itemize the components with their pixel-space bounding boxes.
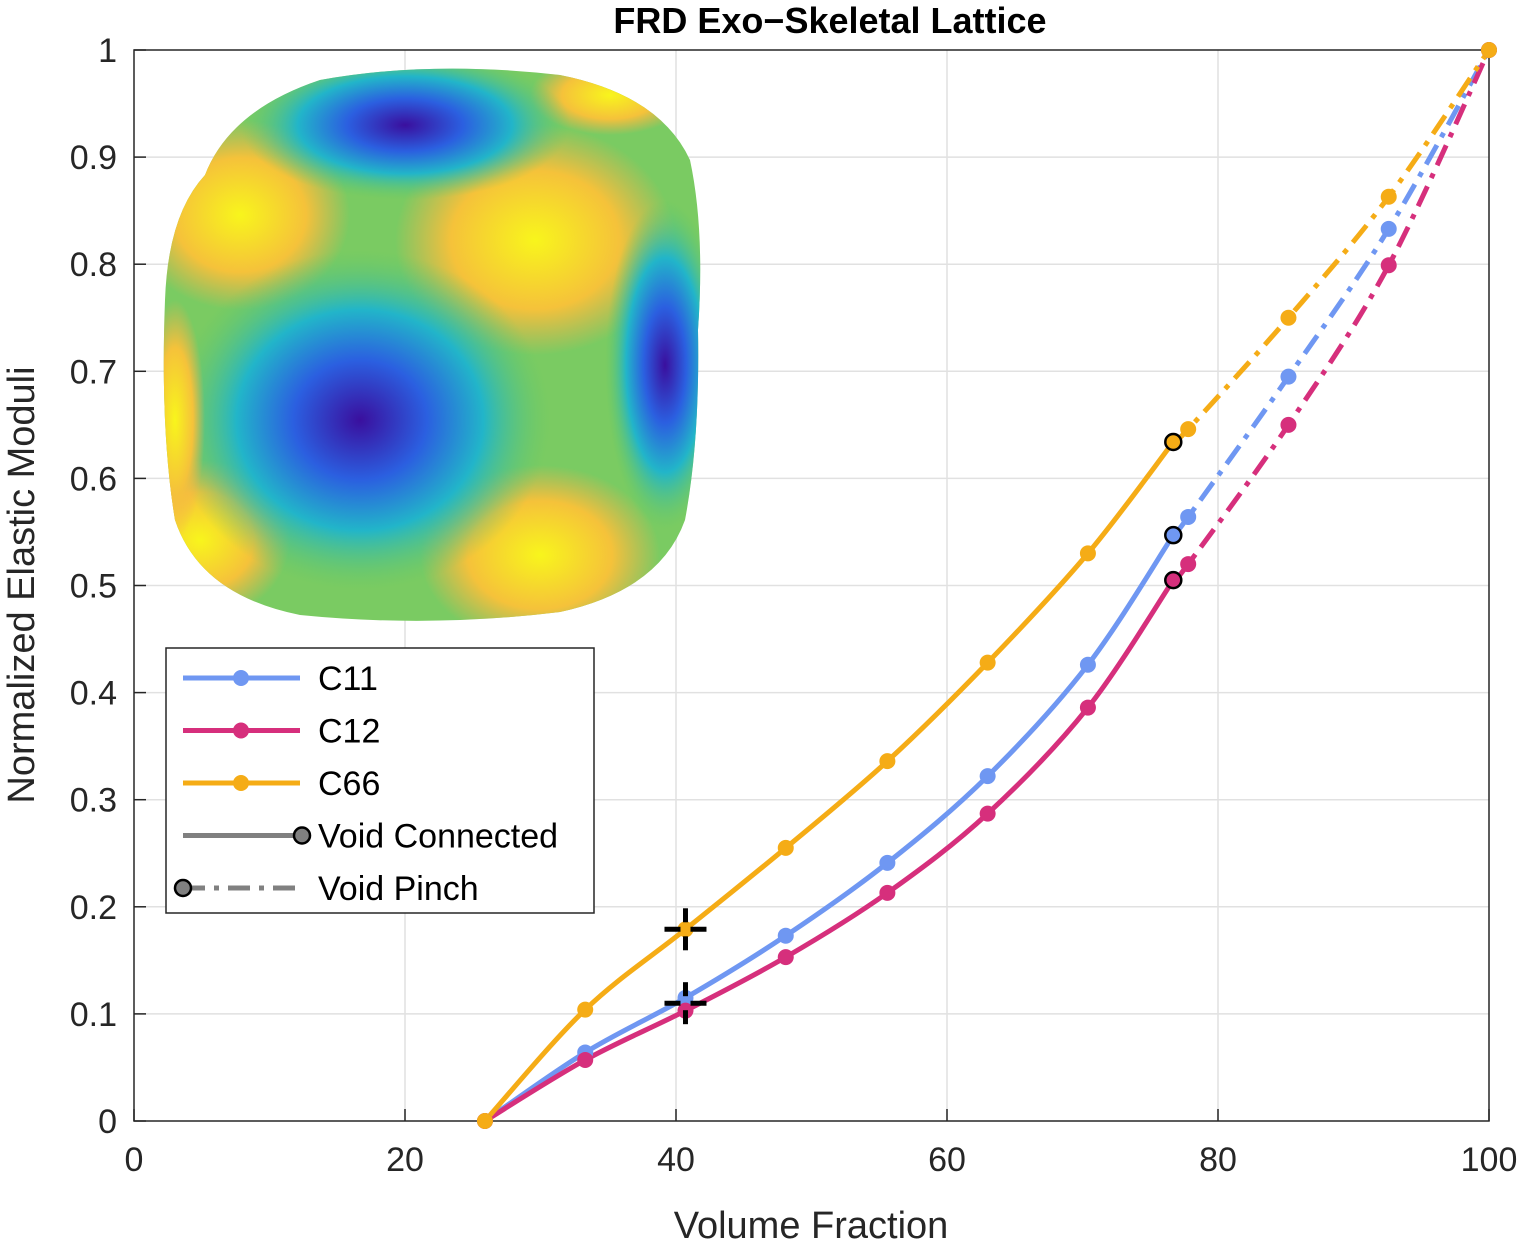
y-tick-label: 0.8 (70, 246, 117, 284)
data-point-c11 (1079, 656, 1096, 673)
legend-item-c66: C66 (183, 765, 380, 803)
data-point-c11 (879, 854, 896, 871)
data-point-c66 (1380, 188, 1397, 205)
legend-item-void-connected: Void Connected (183, 818, 558, 856)
data-point-c66 (777, 839, 794, 856)
legend-label: C66 (318, 765, 380, 803)
data-point-c66 (1481, 42, 1497, 58)
data-point-c12 (577, 1051, 594, 1068)
data-point-c11 (1280, 368, 1297, 385)
y-tick-label: 0.3 (70, 782, 117, 820)
x-tick-label: 60 (928, 1141, 966, 1179)
legend-item-void-pinch: Void Pinch (173, 870, 479, 908)
data-point-c12 (979, 805, 996, 822)
chart-title: FRD Exo−Skeletal Lattice (613, 0, 1046, 41)
x-tick-label: 80 (1199, 1141, 1237, 1179)
data-point-c66 (476, 1113, 493, 1129)
y-tick-label: 0.9 (70, 139, 117, 177)
x-tick-label: 0 (125, 1141, 144, 1179)
data-point-c12 (777, 949, 794, 966)
data-point-c66 (1079, 545, 1096, 562)
y-tick-label: 0 (98, 1103, 117, 1141)
data-point-c66 (979, 654, 996, 671)
data-point-c66 (1280, 309, 1297, 326)
data-point-c12 (1079, 699, 1096, 716)
data-point-c11 (1180, 508, 1197, 525)
data-point-c12 (1380, 257, 1397, 274)
series-line-c12-pinch (1171, 48, 1492, 584)
pinch-marker-c12 (1164, 570, 1183, 590)
data-point-c12 (879, 884, 896, 901)
legend-item-c12: C12 (183, 713, 380, 751)
y-tick-label: 0.6 (70, 460, 117, 498)
y-tick-label: 0.1 (70, 996, 117, 1034)
x-tick-label: 100 (1461, 1141, 1518, 1179)
pinch-marker-c11 (1164, 525, 1183, 545)
y-tick-label: 1 (98, 32, 117, 70)
legend-label: C12 (318, 713, 380, 751)
data-point-c11 (979, 768, 996, 785)
cross-marker (664, 982, 707, 1025)
legend-label: Void Pinch (318, 870, 479, 908)
data-point-c66 (677, 921, 694, 938)
lattice-surface-inset (163, 68, 701, 621)
legend-label: C11 (318, 660, 378, 698)
x-axis-title: Volume Fraction (674, 1205, 949, 1244)
legend-item-c11: C11 (183, 660, 378, 698)
legend-label: Void Connected (318, 818, 558, 856)
data-point-c11 (677, 989, 694, 1006)
y-axis-title: Normalized Elastic Moduli (1, 366, 43, 803)
y-tick-label: 0.2 (70, 889, 117, 927)
marker-layer (476, 42, 1497, 1129)
series-line-c11-pinch (1171, 48, 1492, 538)
data-point-c12 (1280, 416, 1297, 433)
legend: C11 C12 C66 Void Connected Void Pinch (165, 647, 595, 914)
y-tick-label: 0.4 (70, 675, 117, 713)
data-point-c66 (1180, 421, 1197, 438)
cross-marker (664, 908, 707, 951)
data-point-c11 (777, 927, 794, 944)
y-tick-label: 0.5 (70, 568, 117, 606)
y-tick-label: 0.7 (70, 353, 117, 391)
x-tick-label: 40 (657, 1141, 695, 1179)
data-point-c12 (1180, 556, 1197, 573)
axis-ticks: 0 20 40 60 80 100 0 0.1 0.2 0.3 0.4 0.5 0.6 0.7 0.8 0.9… (70, 32, 1518, 1179)
data-point-c66 (879, 753, 896, 770)
data-point-c11 (1380, 220, 1397, 237)
data-point-c66 (577, 1001, 594, 1018)
x-tick-label: 20 (386, 1141, 424, 1179)
pinch-marker-c66 (1164, 432, 1183, 452)
